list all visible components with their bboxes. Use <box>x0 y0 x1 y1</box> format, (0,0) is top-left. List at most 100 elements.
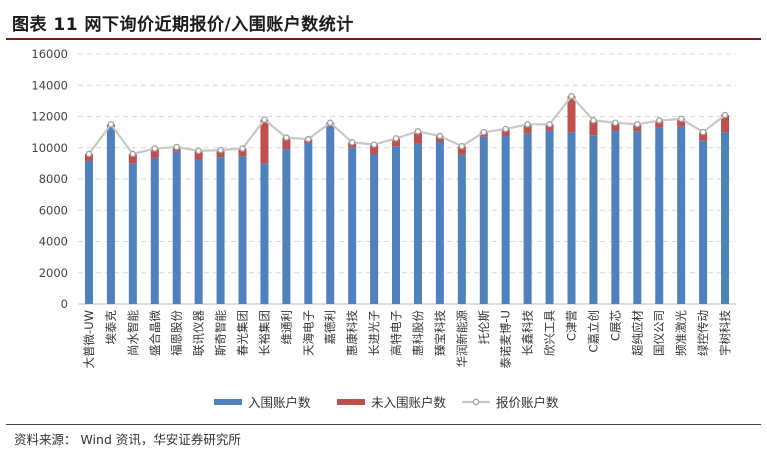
bar-in-2 <box>128 163 137 304</box>
x-tick-label: 高特电子 <box>389 310 403 356</box>
bar-in-26 <box>655 127 664 304</box>
y-tick-label: 16000 <box>31 47 68 61</box>
line-point-19 <box>502 125 509 133</box>
line-point-16 <box>436 132 444 140</box>
bar-in-9 <box>282 149 291 304</box>
x-tick-label: 联讯仪器 <box>192 310 206 356</box>
bar-in-14 <box>392 146 401 304</box>
line-point-0 <box>85 150 93 158</box>
line-point-7 <box>239 145 246 152</box>
line-point-4 <box>173 143 180 151</box>
line-point-26 <box>655 117 663 124</box>
x-tick-label: 维通利 <box>279 310 293 345</box>
bar-in-29 <box>721 132 730 304</box>
line-quote-accounts <box>88 94 726 156</box>
bar-in-13 <box>370 154 379 304</box>
x-tick-label: 华润新能源 <box>455 310 469 368</box>
bar-in-1 <box>106 127 115 304</box>
x-tick-label: 惠康科技 <box>345 310 359 356</box>
y-tick-label: 12000 <box>31 110 68 124</box>
x-tick-label: 托伦斯 <box>477 310 491 345</box>
y-tick-label: 6000 <box>39 203 68 217</box>
x-tick-label: 长鑫科技 <box>521 310 535 356</box>
x-tick-label: 国仪公司 <box>652 310 666 356</box>
line-point-23 <box>590 117 597 124</box>
bar-out-3 <box>150 148 159 158</box>
x-tick-label: 天海电子 <box>301 310 315 356</box>
line-point-28 <box>699 128 707 136</box>
bar-in-0 <box>84 161 93 304</box>
x-tick-label: 臻宝科技 <box>433 310 447 356</box>
bar-out-29 <box>721 114 730 133</box>
line-point-27 <box>677 115 685 123</box>
bar-in-25 <box>633 131 642 304</box>
line-point-9 <box>283 134 290 141</box>
bar-in-10 <box>304 143 313 304</box>
bar-in-6 <box>216 157 225 304</box>
line-point-18 <box>480 128 488 136</box>
bar-in-24 <box>611 130 620 304</box>
source-note: 资料来源： Wind 资讯，华安证券研究所 <box>14 432 241 447</box>
line-point-29 <box>721 111 729 119</box>
x-tick-label: 盛合晶微 <box>148 310 162 356</box>
line-point-12 <box>348 139 356 146</box>
bar-out-28 <box>699 132 708 141</box>
figure-title: 图表 11 网下询价近期报价/入围账户数统计 <box>12 15 354 35</box>
line-point-11 <box>326 119 334 127</box>
x-tick-label: C津营 <box>565 310 579 341</box>
x-tick-label: 大普微-UW <box>82 310 96 368</box>
title-underline <box>6 38 761 40</box>
bar-out-17 <box>457 146 466 155</box>
legend-swatch-1 <box>337 399 365 405</box>
x-tick-label: 福恩股份 <box>170 310 184 356</box>
line-point-21 <box>546 121 553 128</box>
bar-in-11 <box>326 125 335 304</box>
x-tick-label: 尚水智能 <box>126 310 140 356</box>
bar-in-7 <box>238 156 247 304</box>
bar-in-19 <box>501 136 510 304</box>
x-tick-label: 宇树科技 <box>718 310 732 356</box>
bar-out-5 <box>194 150 203 160</box>
bar-out-8 <box>260 119 269 164</box>
bar-in-3 <box>150 157 159 304</box>
line-point-1 <box>107 121 115 128</box>
bar-out-13 <box>370 144 379 154</box>
bar-in-21 <box>545 130 554 304</box>
line-point-2 <box>129 150 137 158</box>
stacked-bar-line-chart: 0 2000 4000 6000 8000 10000 12000 14000 16000 大普微… <box>31 47 736 410</box>
line-point-14 <box>392 135 400 142</box>
source-divider <box>6 424 761 425</box>
bar-out-7 <box>238 148 247 157</box>
bar-out-9 <box>282 137 291 150</box>
bar-in-27 <box>677 126 686 304</box>
bar-out-0 <box>84 154 93 162</box>
line-point-10 <box>305 135 312 143</box>
y-tick-label: 0 <box>61 297 68 311</box>
x-tick-label: C展芯 <box>608 310 622 341</box>
x-tick-label: 超纯应材 <box>630 310 644 356</box>
line-point-6 <box>217 146 224 154</box>
bar-out-14 <box>392 138 401 147</box>
bar-in-20 <box>523 133 532 304</box>
line-point-25 <box>634 121 641 128</box>
bar-out-27 <box>677 118 686 127</box>
x-tick-label: 长裕集团 <box>257 310 271 356</box>
y-tick-label: 2000 <box>39 266 68 280</box>
line-point-20 <box>524 121 531 128</box>
figure-header: 图表 11 网下询价近期报价/入围账户数统计 <box>6 4 761 40</box>
x-tick-label: 埃泰克 <box>104 310 118 345</box>
bar-out-24 <box>611 122 620 131</box>
bar-out-6 <box>216 150 225 158</box>
line-point-13 <box>370 141 378 148</box>
legend-label-1: 未入围账户数 <box>371 395 447 410</box>
bar-in-23 <box>589 135 598 304</box>
bar-in-28 <box>699 140 708 304</box>
x-tick-label: C嘉立创 <box>586 310 600 353</box>
x-tick-label: 嘉德利 <box>323 310 337 345</box>
x-tick-label: 斯奇智能 <box>214 310 228 356</box>
legend-label-0: 入围账户数 <box>248 395 311 410</box>
line-point-22 <box>568 92 575 100</box>
bar-in-4 <box>172 151 181 304</box>
bar-in-15 <box>413 143 422 304</box>
x-tick-label: 泰诺麦博-U <box>499 310 513 369</box>
